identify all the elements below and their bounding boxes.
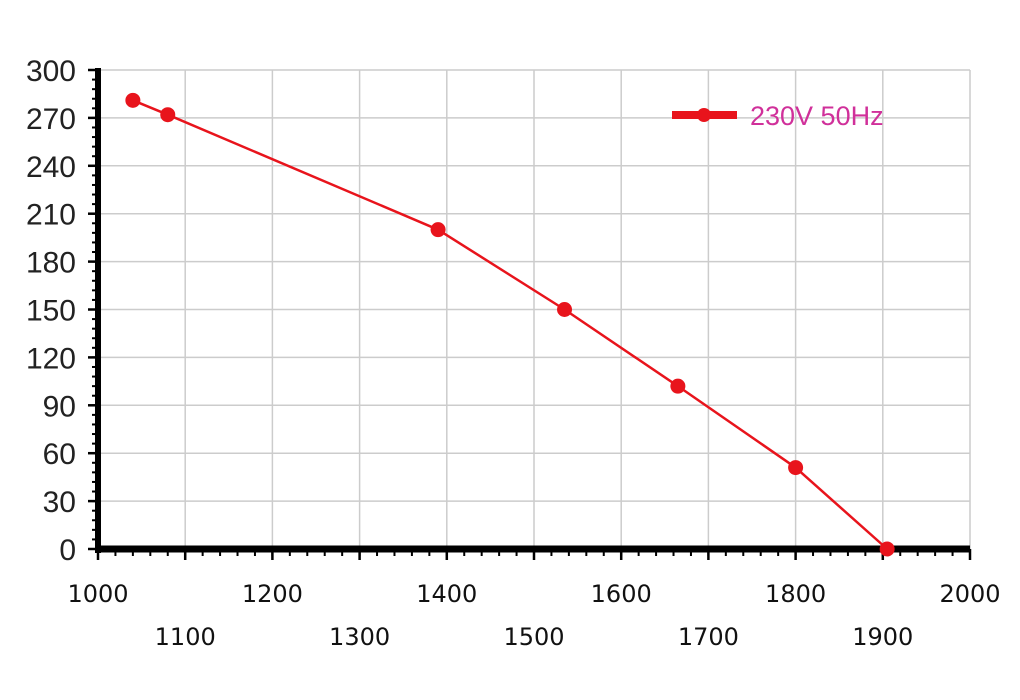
- data-point: [879, 541, 895, 557]
- data-point: [670, 378, 686, 394]
- y-tick-label: 90: [43, 390, 76, 423]
- y-tick-label: 60: [43, 438, 76, 471]
- y-tick-label: 270: [26, 103, 76, 136]
- axes: [88, 68, 972, 560]
- data-point: [557, 302, 573, 317]
- data-point: [788, 460, 804, 476]
- y-tick-label: 120: [26, 342, 76, 375]
- x-tick-label: 1300: [329, 623, 390, 651]
- x-tick-labels: 1000 1100 1200 1300 1400 1500 1600 1700 1800 1900…: [67, 580, 1000, 651]
- legend: 230V 50Hz: [672, 101, 884, 131]
- x-tick-label: 1500: [503, 623, 564, 651]
- x-tick-label: 2000: [939, 580, 1000, 608]
- y-tick-label: 180: [26, 247, 76, 280]
- x-tick-label: 1900: [852, 623, 913, 651]
- x-tick-label: 1600: [591, 580, 652, 608]
- data-point: [160, 107, 176, 123]
- x-tick-label: 1100: [155, 623, 216, 651]
- x-tick-label: 1700: [678, 623, 739, 651]
- legend-label: 230V 50Hz: [750, 101, 884, 131]
- data-point: [430, 222, 446, 238]
- series-layer: [125, 92, 895, 557]
- legend-swatch-marker: [697, 108, 711, 122]
- y-tick-label: 0: [59, 534, 76, 567]
- x-tick-label: 1800: [765, 580, 826, 608]
- y-tick-label: 240: [26, 151, 76, 184]
- x-tick-label: 1200: [242, 580, 303, 608]
- x-tick-label: 1000: [67, 580, 128, 608]
- data-point: [125, 92, 141, 108]
- y-tick-label: 210: [26, 199, 76, 232]
- y-tick-label: 150: [26, 295, 76, 328]
- x-tick-label: 1400: [416, 580, 477, 608]
- y-tick-label: 30: [43, 486, 76, 519]
- y-tick-label: 300: [26, 55, 76, 88]
- y-tick-labels: 0 30 60 90 120 150 180 210 240 270 300: [26, 55, 76, 567]
- series-line: [132, 99, 888, 550]
